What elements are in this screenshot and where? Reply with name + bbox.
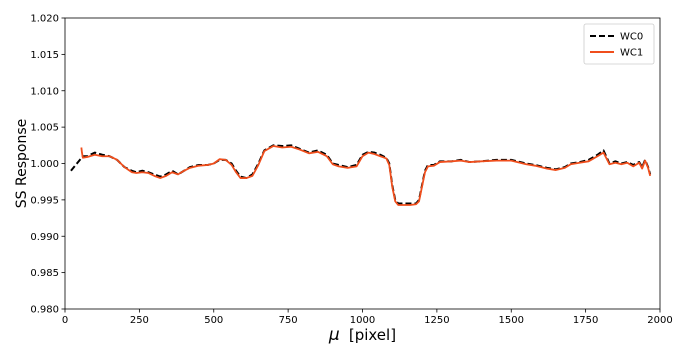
x-tick-label: 2000 <box>647 315 672 326</box>
x-tick-label: 250 <box>130 315 149 326</box>
y-tick-label: 0.990 <box>30 232 59 243</box>
series-line-wc0 <box>70 144 652 205</box>
x-tick-label: 500 <box>204 315 223 326</box>
legend-label-wc1: WC1 <box>620 48 643 59</box>
x-tick-label: 1500 <box>499 315 524 326</box>
series-line-wc1 <box>80 145 652 206</box>
y-axis-label: SS Response <box>14 119 30 208</box>
y-tick-label: 0.985 <box>30 268 59 279</box>
x-axis-label: μ [pixel] <box>328 325 396 345</box>
x-tick-label: 1750 <box>573 315 598 326</box>
x-axis-label-unit: [pixel] <box>349 326 396 344</box>
y-tick-label: 1.005 <box>30 123 59 134</box>
x-axis-ticks: 0 250 500 750 1000 1250 1500 1750 2000 <box>62 309 673 326</box>
y-tick-label: 1.010 <box>30 86 59 97</box>
legend-label-wc0: WC0 <box>620 32 643 43</box>
x-tick-label: 750 <box>279 315 298 326</box>
x-tick-label: 1000 <box>350 315 375 326</box>
legend-box <box>583 23 655 65</box>
series-layer <box>70 144 652 206</box>
y-tick-label: 1.015 <box>30 50 59 61</box>
y-tick-label: 1.000 <box>30 159 59 170</box>
x-axis-label-symbol: μ <box>328 325 340 345</box>
y-tick-label: 1.020 <box>30 14 59 25</box>
x-tick-label: 0 <box>62 315 68 326</box>
x-tick-label: 1250 <box>424 315 449 326</box>
y-tick-label: 0.995 <box>30 195 59 206</box>
y-tick-label: 0.980 <box>30 305 59 316</box>
y-axis-ticks: 0.980 0.985 0.990 0.995 1.000 1.005 1.010 1.015… <box>30 14 65 316</box>
